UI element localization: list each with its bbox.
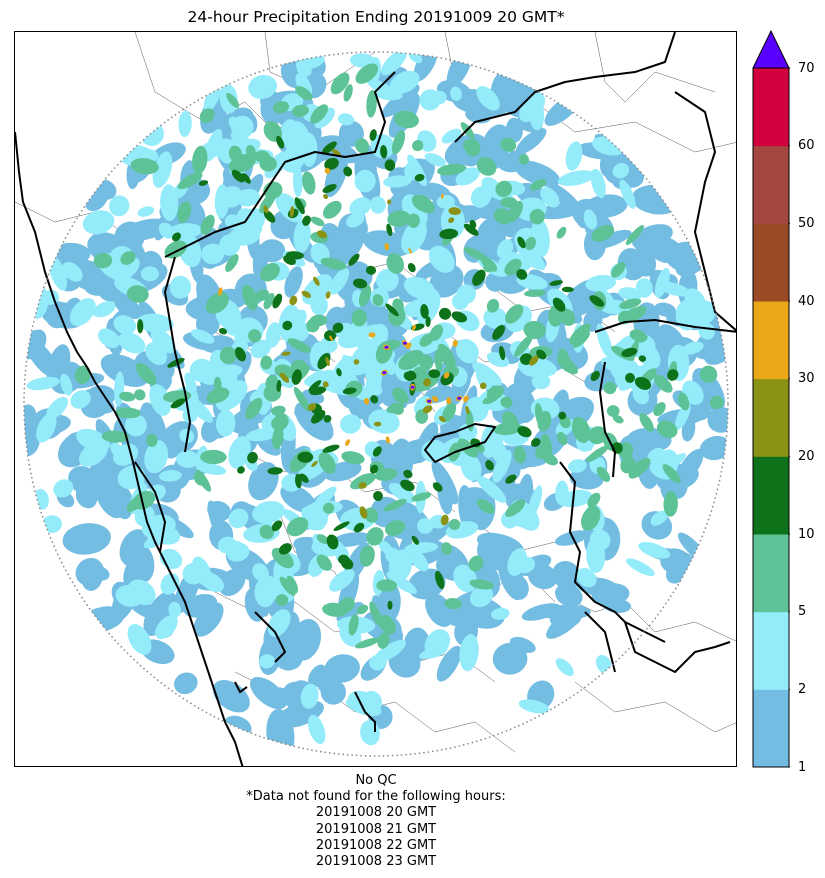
qc-status: No QC	[355, 773, 397, 788]
colorbar-tick-label: 70	[798, 60, 815, 76]
missing-hour: 20191008 21 GMT	[315, 821, 437, 837]
missing-hour: 20191008 23 GMT	[315, 854, 437, 870]
colorbar-tick-label: 20	[798, 448, 815, 464]
map-canvas	[15, 32, 736, 766]
colorbar-bin	[753, 378, 789, 457]
radar-range-ring	[23, 51, 729, 757]
footer-notes: No QC *Data not found for the following …	[0, 773, 752, 870]
coastline	[15, 131, 244, 766]
colorbar-bin	[753, 534, 789, 613]
missing-hour: 20191008 20 GMT	[315, 805, 437, 821]
colorbar-bin	[753, 611, 789, 690]
colorbar-tick-label: 40	[798, 293, 815, 309]
colorbar-bin	[753, 301, 789, 380]
colorbar-bin	[753, 68, 789, 147]
colorbar-frame	[752, 67, 790, 768]
state-borders	[15, 32, 736, 766]
missing-hour: 20191008 22 GMT	[315, 837, 437, 853]
colorbar-bin	[753, 223, 789, 302]
colorbar-tick-label: 50	[798, 215, 815, 231]
precipitation-map	[14, 31, 737, 767]
colorbar-tick-label: 10	[798, 526, 815, 542]
colorbar-bin	[753, 145, 789, 224]
colorbar-tick-label: 60	[798, 138, 815, 154]
colorbar-extend-arrow	[752, 30, 790, 69]
missing-data-note: *Data not found for the following hours:	[246, 789, 506, 805]
colorbar-bin	[753, 689, 789, 768]
colorbar-bin	[753, 456, 789, 535]
colorbar-tick-label: 5	[798, 604, 807, 620]
chart-title: 24-hour Precipitation Ending 20191009 20…	[187, 8, 565, 26]
colorbar-tick-label: 1	[798, 759, 807, 775]
colorbar	[752, 30, 790, 768]
colorbar-tick-label: 30	[798, 371, 815, 387]
colorbar-tick-label: 2	[798, 681, 807, 697]
